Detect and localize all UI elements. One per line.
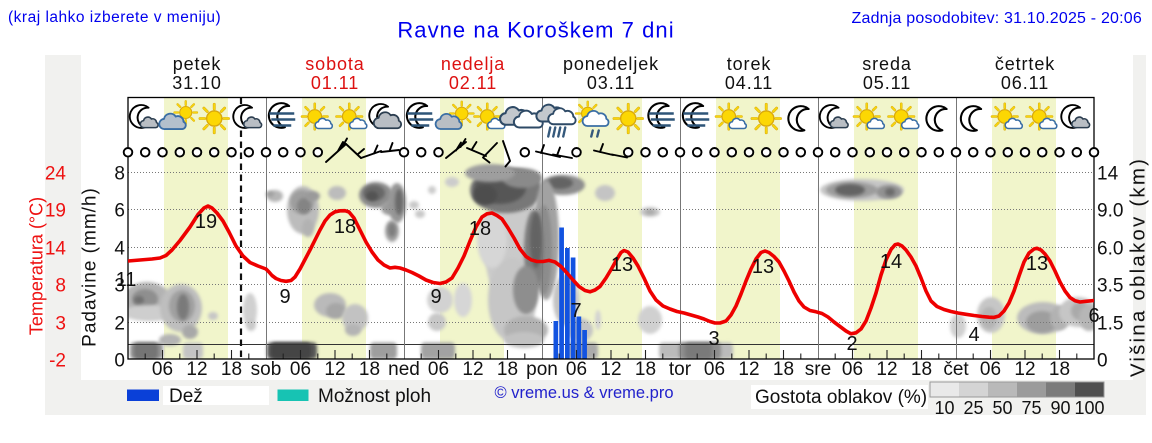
svg-text:06: 06 [428,359,449,380]
svg-text:05.11: 05.11 [863,73,911,93]
svg-text:sreda: sreda [862,54,912,74]
svg-text:04.11: 04.11 [725,73,773,93]
svg-text:4: 4 [968,324,979,346]
svg-text:3.5: 3.5 [1097,276,1123,297]
svg-text:18: 18 [469,218,491,240]
svg-text:nedelja: nedelja [441,54,505,74]
svg-text:02.11: 02.11 [449,73,497,93]
svg-text:75: 75 [1021,398,1041,418]
svg-text:Dež: Dež [169,386,203,407]
svg-text:Ravne na Koroškem 7 dni: Ravne na Koroškem 7 dni [397,18,674,43]
svg-text:ned: ned [388,359,420,380]
svg-text:13: 13 [752,256,774,278]
svg-text:31.10: 31.10 [172,73,222,93]
svg-text:četrtek: četrtek [995,54,1055,74]
svg-text:01.11: 01.11 [311,73,359,93]
svg-text:© vreme.us & vreme.pro: © vreme.us & vreme.pro [494,384,673,402]
svg-text:pon: pon [526,359,558,380]
svg-text:12: 12 [600,359,621,380]
svg-text:18: 18 [497,359,518,380]
svg-text:sre: sre [805,359,831,380]
svg-text:12: 12 [1014,359,1035,380]
svg-text:06: 06 [842,359,863,380]
svg-text:2: 2 [846,333,857,355]
svg-text:petek: petek [173,54,222,74]
svg-text:12: 12 [462,359,483,380]
svg-text:14: 14 [45,239,67,260]
svg-text:06: 06 [290,359,311,380]
svg-text:3: 3 [708,328,719,350]
svg-text:100: 100 [1074,398,1104,418]
svg-text:(kraj lahko izberete v meniju): (kraj lahko izberete v meniju) [8,9,221,26]
svg-text:7: 7 [570,300,581,322]
svg-text:18: 18 [773,359,794,380]
svg-text:06: 06 [152,359,173,380]
svg-text:-2: -2 [49,351,66,372]
svg-text:6: 6 [114,201,125,222]
svg-text:11: 11 [116,269,137,291]
svg-text:8: 8 [55,276,66,297]
svg-text:10: 10 [934,398,954,418]
svg-text:18: 18 [1049,359,1070,380]
svg-text:ponedeljek: ponedeljek [563,54,659,74]
svg-text:0: 0 [1097,351,1108,372]
svg-text:06: 06 [704,359,725,380]
svg-text:12: 12 [324,359,345,380]
svg-text:tor: tor [669,359,692,380]
svg-text:9: 9 [430,286,441,308]
svg-text:18: 18 [911,359,932,380]
svg-text:sob: sob [251,359,282,380]
svg-text:03.11: 03.11 [587,73,635,93]
svg-text:torek: torek [727,54,772,74]
svg-text:50: 50 [992,398,1012,418]
svg-text:Višina oblakov (km): Višina oblakov (km) [1127,157,1150,377]
svg-text:18: 18 [334,216,356,238]
svg-text:13: 13 [1026,253,1048,275]
svg-text:90: 90 [1050,398,1070,418]
svg-text:14: 14 [1097,164,1119,185]
svg-text:18: 18 [221,359,242,380]
svg-text:06: 06 [980,359,1001,380]
svg-text:9: 9 [279,286,290,308]
svg-text:24: 24 [45,164,67,185]
svg-text:Gostota oblakov (%): Gostota oblakov (%) [755,387,927,408]
svg-text:0: 0 [114,351,125,372]
svg-text:Zadnja posodobitev: 31.10.2025: Zadnja posodobitev: 31.10.2025 - 20:06 [852,10,1142,27]
svg-text:18: 18 [359,359,380,380]
svg-text:3: 3 [114,276,125,297]
svg-text:1.5: 1.5 [1097,314,1123,335]
svg-text:13: 13 [611,254,633,276]
svg-text:12: 12 [876,359,897,380]
svg-text:sobota: sobota [305,54,365,74]
svg-text:19: 19 [195,211,217,233]
svg-text:3: 3 [55,314,66,335]
svg-text:8: 8 [114,164,125,185]
svg-text:18: 18 [635,359,656,380]
svg-text:12: 12 [186,359,207,380]
svg-text:Padavine (mm/h): Padavine (mm/h) [80,187,101,347]
svg-text:19: 19 [45,201,66,222]
svg-text:Temperatura (°C): Temperatura (°C) [27,197,47,335]
svg-text:14: 14 [880,251,902,273]
svg-text:25: 25 [963,398,983,418]
svg-text:4: 4 [114,239,125,260]
svg-text:9.0: 9.0 [1097,201,1123,222]
svg-text:6.0: 6.0 [1097,239,1123,260]
svg-text:čet: čet [943,359,969,380]
svg-text:2: 2 [114,314,125,335]
svg-text:12: 12 [738,359,759,380]
svg-text:06: 06 [566,359,587,380]
svg-text:6: 6 [1088,305,1099,327]
svg-text:06.11: 06.11 [1001,73,1049,93]
svg-text:Možnost ploh: Možnost ploh [318,386,431,407]
